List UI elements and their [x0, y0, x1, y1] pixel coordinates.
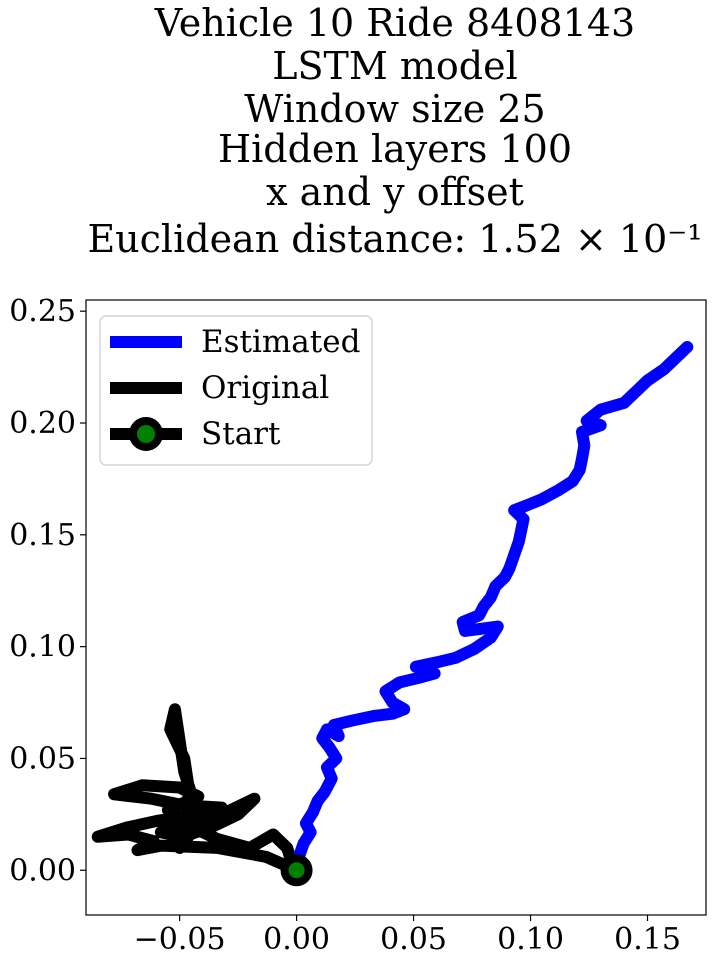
x-tick-label: 0.15 [614, 922, 681, 957]
x-tick-label: −0.05 [134, 922, 226, 957]
legend-swatch-start-marker [129, 417, 163, 451]
x-tick-label: 0.10 [497, 922, 564, 957]
series-line-estimated [290, 340, 694, 877]
title-line-1: Vehicle 10 Ride 8408143 [154, 1, 635, 45]
y-tick-label: 0.25 [9, 294, 76, 329]
legend: Estimated Original Start [99, 315, 373, 466]
title-line-4: Hidden layers 100 [218, 127, 572, 171]
start-marker [280, 854, 313, 887]
y-tick-label: 0.15 [9, 518, 76, 553]
y-axis-ticks: 0.00 0.05 0.10 0.15 0.20 0.25 [9, 294, 86, 888]
title-line-3: Window size 25 [244, 87, 545, 131]
legend-label-estimated: Estimated [201, 324, 360, 360]
x-tick-label: 0.00 [263, 922, 330, 957]
plot-area [85, 299, 707, 916]
chart-title: Vehicle 10 Ride 8408143 LSTM model Windo… [87, 1, 702, 261]
legend-box [99, 315, 373, 466]
y-tick-label: 0.20 [9, 406, 76, 441]
x-axis-ticks: −0.05 0.00 0.05 0.10 0.15 [134, 915, 681, 957]
legend-label-start: Start [201, 416, 281, 452]
y-tick-label: 0.00 [9, 853, 76, 888]
title-line-2: LSTM model [272, 44, 517, 88]
title-line-5: x and y offset [266, 170, 524, 214]
y-tick-label: 0.05 [9, 741, 76, 776]
title-line-6: Euclidean distance: 1.52 × 10⁻¹ [87, 217, 702, 261]
legend-label-original: Original [201, 370, 329, 406]
series-line-original [91, 703, 303, 877]
series-layer [91, 340, 694, 887]
y-tick-label: 0.10 [9, 630, 76, 665]
x-tick-label: 0.05 [380, 922, 447, 957]
